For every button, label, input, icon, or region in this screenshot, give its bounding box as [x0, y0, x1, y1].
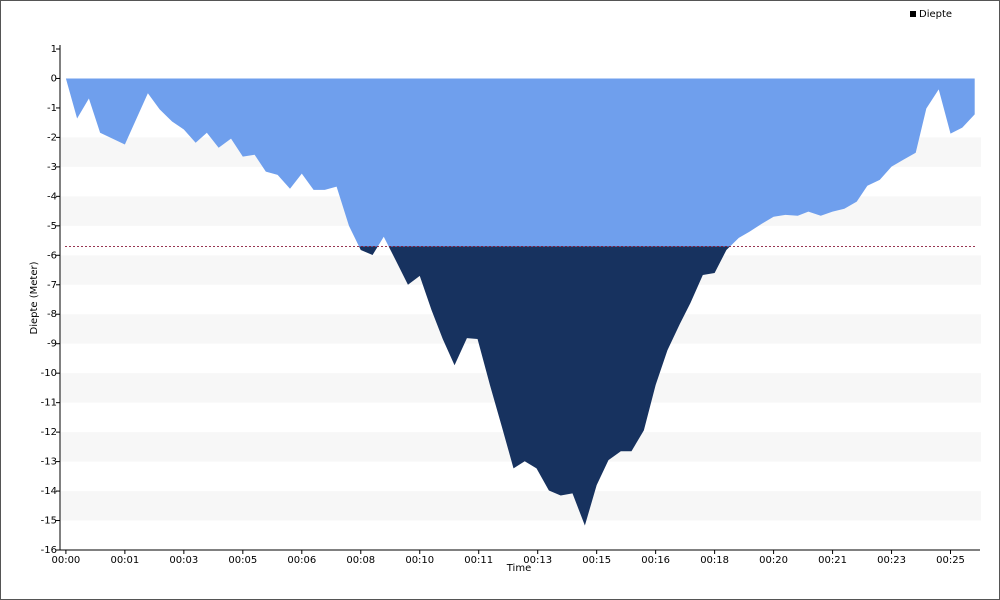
x-tick-label: 00:13 [523, 555, 552, 566]
y-tick-label: 0 [51, 73, 57, 84]
grid-band [61, 491, 981, 521]
x-tick-label: 00:16 [641, 555, 670, 566]
x-axis-label: Time [506, 563, 531, 574]
x-tick-label: 00:11 [464, 555, 493, 566]
y-axis-label: Diepte (Meter) [29, 261, 40, 334]
area-below [359, 246, 731, 526]
x-tick-label: 00:01 [110, 555, 139, 566]
y-tick-label: -1 [47, 103, 57, 114]
y-tick-label: -11 [41, 398, 57, 409]
y-tick-label: -14 [41, 486, 57, 497]
y-tick-label: -5 [47, 221, 57, 232]
x-tick-label: 00:06 [287, 555, 316, 566]
x-tick-label: 00:20 [759, 555, 788, 566]
y-tick-label: -2 [47, 132, 57, 143]
y-tick-label: -6 [47, 250, 57, 261]
y-tick-label: -12 [41, 427, 57, 438]
x-tick-label: 00:03 [169, 555, 198, 566]
area-above [65, 78, 975, 247]
y-tick-label: -9 [47, 339, 57, 350]
y-tick-label: -3 [47, 162, 57, 173]
y-tick-label: -10 [41, 368, 57, 379]
x-tick-label: 00:05 [228, 555, 257, 566]
legend-swatch [910, 11, 916, 17]
x-tick-label: 00:25 [936, 555, 965, 566]
y-tick-label: -13 [41, 457, 57, 468]
y-tick-label: -4 [47, 191, 57, 202]
y-tick-label: -15 [41, 516, 57, 527]
y-tick-label: -7 [47, 280, 57, 291]
legend-label: Diepte [919, 9, 952, 20]
x-tick-label: 00:00 [51, 555, 80, 566]
x-tick-label: 00:10 [405, 555, 434, 566]
x-tick-label: 00:15 [582, 555, 611, 566]
x-tick-label: 00:21 [818, 555, 847, 566]
y-tick-label: 1 [51, 44, 57, 55]
y-tick-label: -16 [41, 545, 57, 556]
y-tick-label: -8 [47, 309, 57, 320]
x-tick-label: 00:18 [700, 555, 729, 566]
x-tick-label: 00:08 [346, 555, 375, 566]
x-tick-label: 00:23 [877, 555, 906, 566]
